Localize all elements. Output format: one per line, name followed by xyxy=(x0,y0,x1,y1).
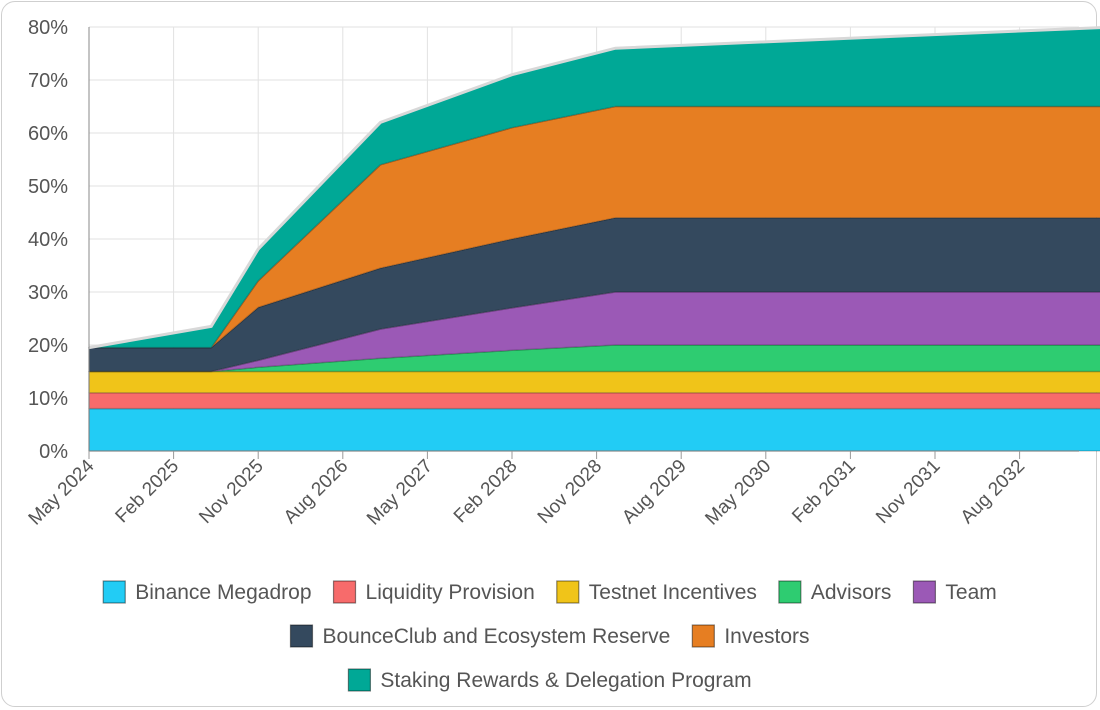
y-tick-label: 70% xyxy=(28,70,68,92)
legend-swatch xyxy=(102,580,126,604)
y-tick-label: 50% xyxy=(28,176,68,198)
y-tick-label: 60% xyxy=(28,123,68,145)
legend-label: Advisors xyxy=(811,581,892,604)
x-tick-label: Nov 2031 xyxy=(872,456,944,528)
legend-item-investors: Investors xyxy=(691,624,810,648)
y-axis-ticks: 0% 10% 20% 30% 40% 50% 60% 70% 80% xyxy=(28,17,68,463)
legend-label: Staking Rewards & Delegation Program xyxy=(380,669,751,692)
area-liquidity-provision xyxy=(88,391,1100,410)
legend-label: Team xyxy=(945,581,996,604)
legend: Binance Megadrop Liquidity Provision Testn… xyxy=(102,580,997,692)
stack-top-outline xyxy=(88,26,1100,350)
legend-item-testnet-incentives: Testnet Incentives xyxy=(556,580,757,604)
legend-swatch xyxy=(289,624,314,648)
legend-swatch xyxy=(347,668,372,692)
y-tick-label: 20% xyxy=(28,335,68,357)
legend-swatch xyxy=(778,580,802,604)
legend-swatch xyxy=(912,580,937,604)
legend-item-team: Team xyxy=(912,580,997,604)
legend-item-binance-megadrop: Binance Megadrop xyxy=(102,580,312,604)
x-tick-label: Feb 2028 xyxy=(450,456,522,528)
legend-item-advisors: Advisors xyxy=(778,580,892,604)
y-tick-label: 40% xyxy=(28,229,68,251)
area-series xyxy=(88,26,1100,452)
axes xyxy=(88,27,1079,452)
legend-swatch xyxy=(691,624,715,648)
x-tick-label: Nov 2028 xyxy=(534,456,606,528)
y-tick-label: 30% xyxy=(28,282,68,304)
x-tick-label: May 2030 xyxy=(701,456,775,530)
x-tick-label: Aug 2032 xyxy=(957,456,1029,528)
x-tick-label: Feb 2031 xyxy=(788,456,860,528)
x-tick-label: Aug 2029 xyxy=(618,456,690,528)
x-axis-ticks: May 2024 Feb 2025 Nov 2025 Aug 2026 May 2027… xyxy=(25,451,1029,530)
legend-label: Liquidity Provision xyxy=(366,581,535,604)
legend-label: Testnet Incentives xyxy=(589,581,757,604)
legend-label: BounceClub and Ecosystem Reserve xyxy=(322,625,670,648)
legend-item-staking-rewards-delegation-program: Staking Rewards & Delegation Program xyxy=(347,668,752,692)
area-binance-megadrop xyxy=(88,407,1100,452)
legend-label: Binance Megadrop xyxy=(135,581,311,604)
area-testnet-incentives xyxy=(88,370,1100,394)
x-tick-label: May 2024 xyxy=(25,455,99,529)
x-tick-label: Nov 2025 xyxy=(195,456,267,528)
y-tick-label: 10% xyxy=(28,388,68,410)
x-tick-label: Feb 2025 xyxy=(112,456,184,528)
x-tick-label: Aug 2026 xyxy=(280,456,352,528)
x-tick-label: May 2027 xyxy=(363,456,437,530)
legend-item-liquidity-provision: Liquidity Provision xyxy=(332,580,535,604)
legend-swatch xyxy=(556,580,580,604)
legend-swatch xyxy=(332,580,357,604)
y-tick-label: 80% xyxy=(28,17,68,39)
y-tick-label: 0% xyxy=(39,441,68,463)
legend-label: Investors xyxy=(724,625,809,648)
area-advisors xyxy=(88,344,1100,373)
legend-item-bounceclub-and-ecosystem-reserve: BounceClub and Ecosystem Reserve xyxy=(289,624,670,648)
